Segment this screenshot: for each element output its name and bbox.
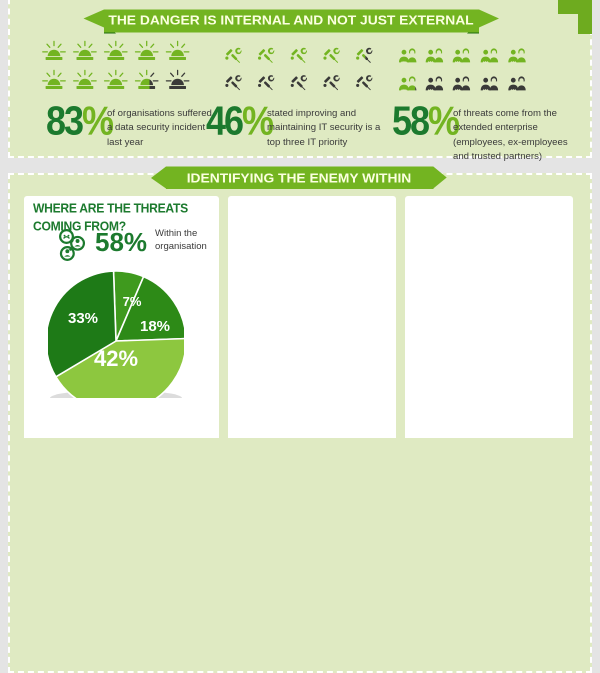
svg-text:33%: 33% [68, 310, 98, 327]
svg-text:7%: 7% [123, 294, 142, 309]
svg-text:42%: 42% [94, 346, 138, 371]
svg-text:18%: 18% [140, 318, 170, 335]
svg-text:IDENTIFYING THE ENEMY WITHIN: IDENTIFYING THE ENEMY WITHIN [187, 171, 412, 186]
